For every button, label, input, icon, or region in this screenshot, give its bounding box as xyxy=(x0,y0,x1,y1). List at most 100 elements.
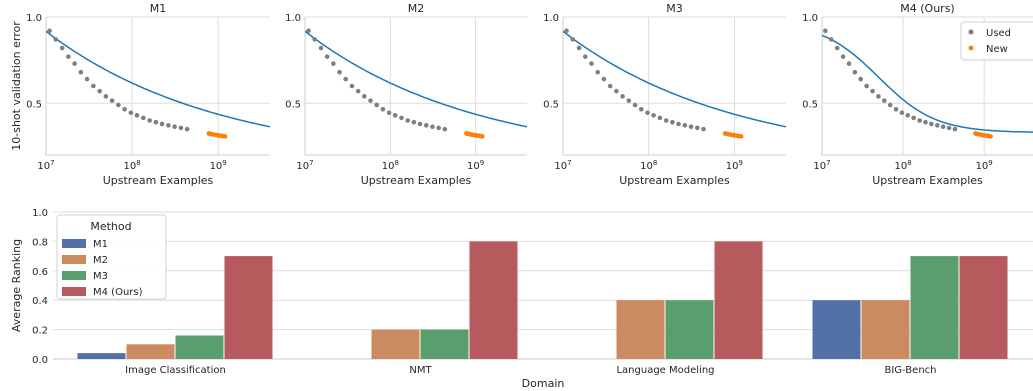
used-point xyxy=(614,88,619,94)
used-point xyxy=(657,115,663,121)
used-point xyxy=(141,115,146,121)
used-point xyxy=(122,106,127,112)
y-axis-label: 10-shot validation error xyxy=(10,21,23,151)
fit-curve xyxy=(563,30,786,128)
used-point xyxy=(601,76,607,82)
used-point xyxy=(576,45,582,51)
used-point xyxy=(184,126,190,132)
panel-title: M1 xyxy=(150,2,167,15)
used-point xyxy=(324,54,330,59)
scaling-panel-4: M4 (Ours) 0.5 1.0 107 108 109 Upstream Example… xyxy=(802,2,1033,187)
used-point xyxy=(362,94,367,99)
scaling-panel-3: M3 0.5 1.0 107 108 109 Upstream Examples xyxy=(543,2,786,187)
used-point xyxy=(343,76,349,82)
x-tick-label: 108 xyxy=(640,159,657,172)
used-point xyxy=(147,118,152,123)
category-label: NMT xyxy=(409,365,432,376)
legend-swatch xyxy=(62,287,86,296)
x-axis-label: Upstream Examples xyxy=(103,174,214,187)
x-tick-label: 109 xyxy=(726,159,743,172)
x-tick-label: 107 xyxy=(813,159,830,172)
used-point xyxy=(436,125,441,131)
used-point xyxy=(626,98,632,103)
used-point xyxy=(349,83,355,89)
used-point xyxy=(701,126,706,132)
used-point xyxy=(607,83,613,89)
y-tick-label: 0.2 xyxy=(32,326,48,337)
bar xyxy=(910,256,959,359)
category-label: Image Classification xyxy=(125,365,226,376)
used-point xyxy=(103,94,109,99)
used-point xyxy=(620,94,625,99)
bar xyxy=(126,344,175,359)
used-point xyxy=(84,76,90,82)
used-point xyxy=(870,88,875,94)
bar xyxy=(665,300,714,359)
legend-title: Method xyxy=(90,220,131,233)
y-tick-label: 0.6 xyxy=(32,267,48,278)
x-axis-label: Domain xyxy=(522,377,565,390)
used-point xyxy=(78,69,84,75)
x-axis-label: Upstream Examples xyxy=(872,174,983,187)
plot-area xyxy=(822,28,1033,139)
panel-title: M4 (Ours) xyxy=(900,2,954,15)
used-point xyxy=(53,37,59,42)
used-point xyxy=(682,123,688,128)
y-tick-label: 0.5 xyxy=(543,99,559,110)
y-tick-label: 1.0 xyxy=(32,208,48,219)
used-point xyxy=(946,125,952,131)
used-point xyxy=(331,61,336,66)
bar xyxy=(469,241,518,359)
y-tick-label: 0.4 xyxy=(32,296,48,307)
used-point xyxy=(430,124,435,130)
used-point xyxy=(159,121,165,127)
y-tick-label: 0.5 xyxy=(285,99,301,110)
scaling-panel-1: M1 0.5 1.0 107 108 109 Upstream Examples 10-sho… xyxy=(10,2,270,187)
y-tick-label: 0.5 xyxy=(26,99,42,110)
used-point xyxy=(153,119,159,125)
used-point xyxy=(899,110,905,116)
used-point xyxy=(134,113,140,118)
bar xyxy=(420,329,469,359)
used-point xyxy=(178,125,184,131)
used-point xyxy=(172,124,177,130)
used-point xyxy=(417,121,423,127)
ranking-bar-chart: 0.0 0.2 0.4 0.6 0.8 1.0 Image Classification NM… xyxy=(10,208,1033,390)
method-legend: Method M1 M2 M3 M4 (Ours) xyxy=(56,214,167,300)
used-point xyxy=(570,37,576,42)
used-point xyxy=(589,61,594,66)
legend-label: M2 xyxy=(93,255,108,266)
used-point xyxy=(166,123,171,128)
used-point xyxy=(917,118,922,123)
used-point xyxy=(840,54,846,59)
used-point xyxy=(564,28,569,34)
legend-marker xyxy=(968,29,974,35)
fit-curve xyxy=(46,30,270,128)
legend-marker xyxy=(968,45,974,51)
used-point xyxy=(858,76,863,82)
legend-label: Used xyxy=(986,28,1011,39)
used-point xyxy=(911,115,916,121)
fit-curve xyxy=(305,30,527,128)
used-point xyxy=(632,102,638,108)
used-point xyxy=(645,110,650,116)
bar xyxy=(959,256,1008,359)
y-tick-label: 1.0 xyxy=(543,13,559,24)
used-point xyxy=(368,98,373,103)
legend-label: New xyxy=(986,44,1008,55)
used-point xyxy=(386,110,392,116)
used-point xyxy=(47,28,52,34)
legend-swatch xyxy=(62,271,86,280)
plot-area xyxy=(46,28,270,139)
panel-title: M3 xyxy=(666,2,683,15)
new-point xyxy=(222,134,228,139)
used-point xyxy=(97,88,102,94)
used-point xyxy=(934,123,940,128)
y-tick-label: 1.0 xyxy=(802,13,818,24)
x-tick-label: 107 xyxy=(37,159,54,172)
used-point xyxy=(116,102,121,108)
used-point xyxy=(864,83,869,89)
x-tick-label: 107 xyxy=(554,159,571,172)
bar xyxy=(371,329,420,359)
